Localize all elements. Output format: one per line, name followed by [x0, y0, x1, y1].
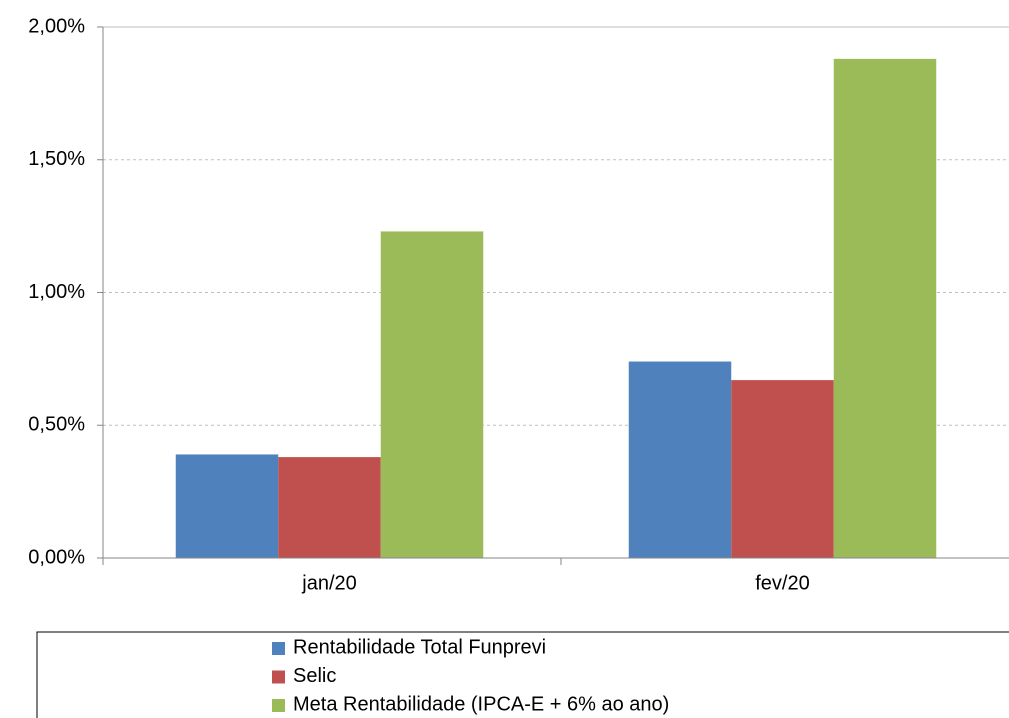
legend-label: Rentabilidade Total Funprevi	[293, 636, 546, 658]
bar	[175, 454, 279, 558]
y-tick-label: 1,50%	[28, 148, 85, 170]
y-tick-label: 0,00%	[28, 546, 85, 568]
legend-label: Selic	[293, 665, 336, 687]
bar	[731, 380, 834, 558]
legend-swatch	[272, 699, 285, 712]
bar	[380, 231, 484, 558]
legend-swatch	[272, 642, 285, 655]
bar	[628, 361, 732, 558]
legend-swatch	[272, 670, 285, 684]
legend-label: Meta Rentabilidade (IPCA-E + 6% ao ano)	[293, 693, 669, 715]
bar	[278, 457, 381, 558]
bar	[833, 58, 937, 559]
y-tick-label: 1,00%	[28, 281, 85, 303]
x-tick-label: fev/20	[755, 572, 809, 594]
legend-box	[36, 631, 1009, 718]
y-tick-label: 2,00%	[28, 15, 85, 37]
x-tick-label: jan/20	[301, 572, 357, 594]
y-tick-label: 0,50%	[28, 414, 85, 436]
